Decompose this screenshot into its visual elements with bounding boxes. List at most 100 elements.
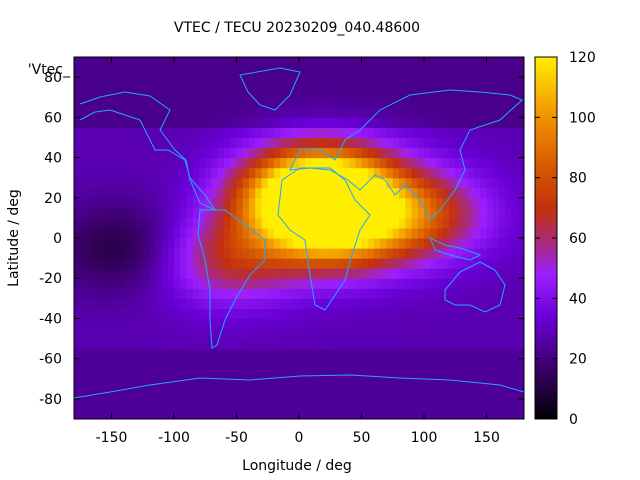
- heatmap-cell: [511, 258, 519, 269]
- heatmap-cell: [305, 127, 313, 139]
- heatmap-cell: [192, 368, 200, 380]
- heatmap-cell: [474, 117, 481, 128]
- heatmap-cell: [317, 137, 325, 149]
- heatmap-cell: [455, 207, 463, 219]
- heatmap-cell: [367, 117, 375, 128]
- heatmap-cell: [124, 217, 131, 229]
- heatmap-cell: [399, 388, 406, 400]
- heatmap-cell: [249, 87, 256, 98]
- heatmap-cell: [474, 308, 481, 320]
- heatmap-cell: [224, 197, 231, 209]
- heatmap-cell: [461, 288, 469, 299]
- heatmap-cell: [317, 87, 325, 98]
- heatmap-cell: [80, 207, 88, 219]
- heatmap-cell: [117, 318, 125, 330]
- heatmap-cell: [80, 227, 88, 239]
- heatmap-cell: [186, 278, 194, 289]
- heatmap-cell: [105, 57, 113, 68]
- heatmap-cell: [142, 378, 150, 390]
- heatmap-cell: [180, 378, 188, 390]
- heatmap-cell: [180, 187, 188, 199]
- heatmap-cell: [149, 398, 156, 410]
- heatmap-cell: [417, 97, 425, 108]
- heatmap-cell: [74, 167, 81, 179]
- heatmap-cell: [180, 248, 188, 259]
- heatmap-cell: [155, 227, 163, 239]
- heatmap-cell: [449, 227, 456, 239]
- heatmap-cell: [167, 248, 175, 259]
- heatmap-cell: [224, 67, 231, 78]
- heatmap-cell: [361, 248, 369, 259]
- heatmap-cell: [336, 127, 344, 139]
- heatmap-cell: [274, 97, 281, 108]
- heatmap-cell: [274, 87, 281, 98]
- heatmap-cell: [211, 348, 219, 360]
- heatmap-cell: [249, 117, 256, 128]
- heatmap-cell: [474, 268, 481, 279]
- heatmap-cell: [74, 57, 81, 68]
- heatmap-cell: [386, 238, 394, 249]
- heatmap-cell: [361, 238, 369, 249]
- heatmap-cell: [130, 378, 138, 390]
- heatmap-cell: [267, 187, 275, 199]
- heatmap-cell: [205, 308, 213, 320]
- heatmap-cell: [292, 127, 300, 139]
- heatmap-cell: [492, 167, 500, 179]
- heatmap-cell: [299, 127, 306, 139]
- heatmap-cell: [461, 97, 469, 108]
- heatmap-cell: [124, 278, 131, 289]
- heatmap-cell: [130, 288, 138, 299]
- heatmap-cell: [380, 298, 388, 309]
- heatmap-cell: [317, 117, 325, 128]
- heatmap-cell: [449, 318, 456, 330]
- heatmap-cell: [430, 368, 438, 380]
- heatmap-cell: [274, 288, 281, 299]
- heatmap-cell: [499, 127, 506, 139]
- heatmap-cell: [367, 187, 375, 199]
- heatmap-cell: [261, 388, 269, 400]
- heatmap-cell: [236, 147, 244, 159]
- heatmap-cell: [199, 318, 206, 330]
- heatmap-cell: [480, 227, 488, 239]
- heatmap-cell: [424, 217, 431, 229]
- heatmap-cell: [405, 227, 413, 239]
- heatmap-cell: [242, 378, 250, 390]
- heatmap-cell: [405, 258, 413, 269]
- heatmap-cell: [117, 147, 125, 159]
- heatmap-cell: [205, 268, 213, 279]
- heatmap-cell: [105, 358, 113, 370]
- heatmap-cell: [99, 207, 106, 219]
- heatmap-cell: [280, 157, 288, 169]
- heatmap-cell: [399, 217, 406, 229]
- heatmap-cell: [199, 328, 206, 340]
- heatmap-cell: [174, 217, 181, 229]
- heatmap-cell: [367, 338, 375, 350]
- heatmap-cell: [467, 107, 475, 118]
- heatmap-cell: [186, 368, 194, 380]
- heatmap-cell: [205, 227, 213, 239]
- heatmap-cell: [461, 278, 469, 289]
- heatmap-cell: [355, 258, 363, 269]
- heatmap-cell: [386, 288, 394, 299]
- heatmap-cell: [199, 127, 206, 139]
- heatmap-cell: [167, 87, 175, 98]
- heatmap-cell: [217, 318, 225, 330]
- heatmap-cell: [92, 197, 100, 209]
- heatmap-cell: [199, 137, 206, 149]
- heatmap-cell: [311, 238, 319, 249]
- heatmap-cell: [486, 398, 494, 410]
- heatmap-cell: [267, 398, 275, 410]
- heatmap-cell: [224, 288, 231, 299]
- heatmap-cell: [286, 268, 294, 279]
- heatmap-cell: [517, 107, 524, 118]
- heatmap-cell: [311, 328, 319, 340]
- heatmap-cell: [455, 358, 463, 370]
- heatmap-cell: [224, 107, 231, 118]
- heatmap-cell: [399, 398, 406, 410]
- heatmap-cell: [442, 268, 450, 279]
- heatmap-cell: [130, 227, 138, 239]
- heatmap-cell: [436, 408, 444, 419]
- heatmap-cell: [430, 77, 438, 88]
- heatmap-cell: [392, 398, 400, 410]
- heatmap-cell: [155, 358, 163, 370]
